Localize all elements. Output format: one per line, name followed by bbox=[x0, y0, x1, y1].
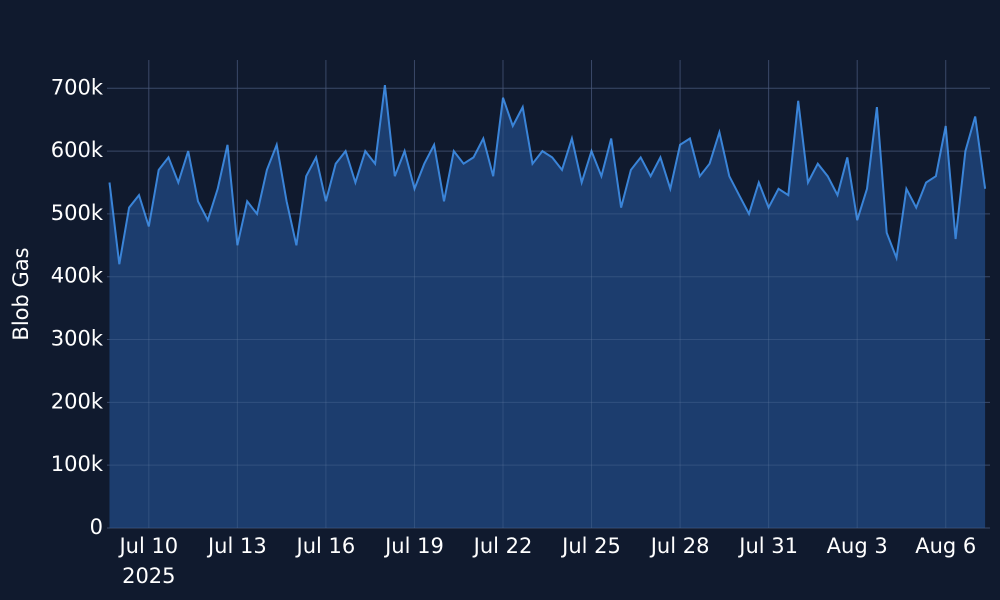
y-tick-label: 0 bbox=[90, 515, 103, 539]
x-tick-label: Jul 16 bbox=[295, 534, 356, 558]
x-tick-label: Jul 28 bbox=[649, 534, 710, 558]
y-tick-label: 200k bbox=[51, 389, 104, 413]
y-tick-label: 100k bbox=[51, 452, 104, 476]
x-tick-label: Aug 3 bbox=[827, 534, 888, 558]
y-tick-label: 600k bbox=[51, 138, 104, 162]
x-tick-label: Jul 31 bbox=[737, 534, 798, 558]
y-tick-label: 300k bbox=[51, 327, 104, 351]
line bbox=[108, 84, 987, 265]
x-tick-label: Jul 19 bbox=[383, 534, 444, 558]
x-tick-label: Jul 25 bbox=[560, 534, 621, 558]
y-tick-label: 500k bbox=[51, 201, 104, 225]
x-tick-label: Jul 13 bbox=[206, 534, 267, 558]
x-tick-label: Jul 10 bbox=[117, 534, 178, 558]
y-tick-label: 400k bbox=[51, 264, 104, 288]
x-tick-label: Jul 22 bbox=[472, 534, 533, 558]
y-axis-label: Blob Gas bbox=[9, 247, 33, 340]
x-year-label: 2025 bbox=[122, 564, 175, 588]
x-tick-label: Aug 6 bbox=[915, 534, 976, 558]
y-tick-label: 700k bbox=[51, 75, 104, 99]
area bbox=[109, 85, 986, 528]
